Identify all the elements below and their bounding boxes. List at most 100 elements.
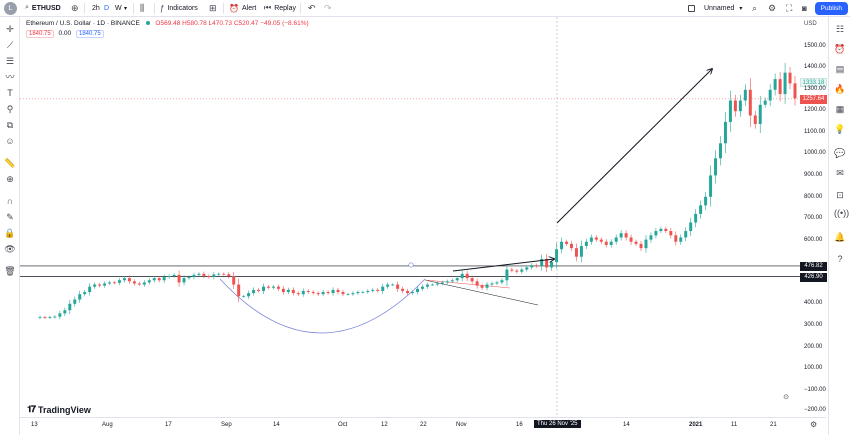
horizontal-line-badge: 426.90 <box>800 273 827 282</box>
candle-body <box>599 239 603 242</box>
price-tick: −100.00 <box>804 387 826 393</box>
price-axis[interactable]: USD 1500.00 1400.00 1333.18 1300.00 1257… <box>800 17 828 417</box>
candle-body <box>232 276 236 285</box>
brush-icon[interactable]: ⚲ <box>6 104 14 114</box>
indicators-icon: ƒ <box>160 3 165 13</box>
candle-body <box>515 270 519 272</box>
interval-d[interactable]: D <box>104 0 109 17</box>
interval-2h[interactable]: 2h <box>92 0 100 17</box>
stay-in-drawing-icon[interactable]: ✎ <box>6 212 14 222</box>
price-tick: 1200.00 <box>804 107 826 113</box>
candle-body <box>351 293 355 295</box>
snapshot-button[interactable]: ◙ <box>802 0 807 17</box>
crosshair-icon[interactable]: ✛ <box>6 24 14 34</box>
candle-body <box>113 282 116 284</box>
channel-line <box>424 279 539 306</box>
symbol-search-button[interactable]: ⌕ ETHUSD <box>25 0 61 17</box>
layout-menu[interactable]: Unnamed ▾ <box>688 0 742 17</box>
alert-button[interactable]: ⏰ Alert <box>229 0 256 17</box>
channel-line <box>424 279 511 289</box>
fullscreen-button[interactable]: ⛶ <box>786 0 792 17</box>
candle-body <box>356 292 360 294</box>
candle-body <box>579 246 583 257</box>
eye-icon[interactable]: 👁 <box>4 244 16 254</box>
compare-symbol-button[interactable]: ⊕ <box>71 0 79 17</box>
watchlist-icon[interactable]: ☷ <box>835 24 845 34</box>
candle-body <box>644 239 648 249</box>
candle-body <box>783 72 787 95</box>
interval-w[interactable]: W <box>115 0 122 17</box>
replay-axis-icon[interactable]: ⊙ <box>783 394 789 401</box>
candle-body <box>763 100 767 105</box>
candle-body <box>391 284 395 286</box>
ideas-icon[interactable]: 💡 <box>834 124 846 134</box>
alarm-clock-icon: ⏰ <box>229 3 239 13</box>
horizontal-line-badge: 476.82 <box>800 262 827 271</box>
lock-icon[interactable]: 🔒 <box>4 228 16 238</box>
user-avatar[interactable]: L <box>4 2 17 15</box>
chart-legend: Ethereum / U.S. Dollar · 1D · BINANCE O5… <box>26 20 309 38</box>
plus-circle-icon: ⊕ <box>71 2 79 13</box>
help-icon[interactable]: ? <box>837 254 843 264</box>
settings-button[interactable]: ⚙ <box>768 0 776 17</box>
time-tick: 13 <box>31 422 38 428</box>
indicators-button[interactable]: ƒ Indicators <box>160 0 198 17</box>
candle-body <box>242 296 246 298</box>
hotlists-icon[interactable]: 🔥 <box>834 84 846 94</box>
shapes-icon[interactable]: ⧉ <box>6 120 14 130</box>
redo-button[interactable]: ↷ <box>324 0 332 17</box>
trend-line-icon[interactable]: ⟋ <box>6 40 14 50</box>
candle-body <box>619 233 623 238</box>
time-tick: Nov <box>456 422 467 428</box>
candle-body <box>425 284 429 287</box>
buy-price-button[interactable]: 1840.75 <box>75 30 104 38</box>
trash-icon[interactable]: 🗑 <box>4 266 16 276</box>
time-axis[interactable]: 13 Aug 17 Sep 14 Oct 12 22 Nov 16 Thu 26… <box>20 417 826 435</box>
square-icon <box>688 4 695 12</box>
sell-price-button[interactable]: 1840.75 <box>26 30 54 38</box>
pattern-icon[interactable]: 〰 <box>5 72 15 82</box>
undo-button[interactable]: ↶ <box>308 0 316 17</box>
zoom-in-icon[interactable]: ⊕ <box>6 174 14 184</box>
ruler-icon[interactable]: 📏 <box>4 158 16 168</box>
price-chart[interactable] <box>20 17 800 417</box>
data-window-icon[interactable]: ▤ <box>835 64 845 74</box>
price-badge: 1333.18 <box>800 78 827 87</box>
candle-body <box>664 228 668 232</box>
alerts-icon[interactable]: ⏰ <box>834 44 846 54</box>
emoji-icon[interactable]: ☺ <box>5 136 15 146</box>
candle-body <box>728 100 732 122</box>
candle-body <box>440 282 444 284</box>
tv-logo-icon: 𝟏𝟕 <box>27 404 36 414</box>
broadcast-icon[interactable]: ((•)) <box>834 208 850 218</box>
replay-button[interactable]: ⏮ Replay <box>264 0 296 17</box>
candle-body <box>709 175 713 197</box>
bar-style-button[interactable]: ⫼ <box>140 0 144 17</box>
tradingview-logo[interactable]: 𝟏𝟕 TradingView <box>27 404 91 415</box>
text-tool-icon[interactable]: T <box>7 88 13 98</box>
candle-body <box>43 317 47 318</box>
candle-body <box>689 222 693 232</box>
chat-icon[interactable]: 💬 <box>834 148 846 158</box>
candle-body <box>465 273 469 279</box>
candle-body <box>475 281 479 286</box>
publish-button[interactable]: Publish <box>814 2 848 15</box>
notifications-icon[interactable]: 🔔 <box>834 232 846 242</box>
calendar-icon[interactable]: ▦ <box>835 104 845 114</box>
chevron-down-icon: ▾ <box>124 5 128 12</box>
interval-dropdown[interactable]: ▾ <box>124 0 127 17</box>
candle-body <box>147 280 151 283</box>
magnet-icon[interactable]: ∩ <box>6 196 14 206</box>
screener-icon[interactable]: ⊡ <box>836 190 844 200</box>
fib-retracement-icon[interactable]: ☰ <box>5 56 15 66</box>
templates-button[interactable]: ⊞ <box>209 0 217 17</box>
axis-settings-icon[interactable]: ⚙ <box>810 420 818 429</box>
candle-body <box>291 289 295 294</box>
logo-text: TradingView <box>38 404 91 415</box>
chevron-down-icon: ▾ <box>739 5 743 12</box>
candle-body <box>704 196 708 206</box>
divider <box>84 3 85 14</box>
messages-icon[interactable]: ✉ <box>836 168 844 178</box>
quick-search-button[interactable]: ⌕ <box>752 0 757 17</box>
top-toolbar: L ⌕ ETHUSD ⊕ 2h D W ▾ ⫼ ƒ Indicators ⊞ ⏰… <box>0 0 850 17</box>
